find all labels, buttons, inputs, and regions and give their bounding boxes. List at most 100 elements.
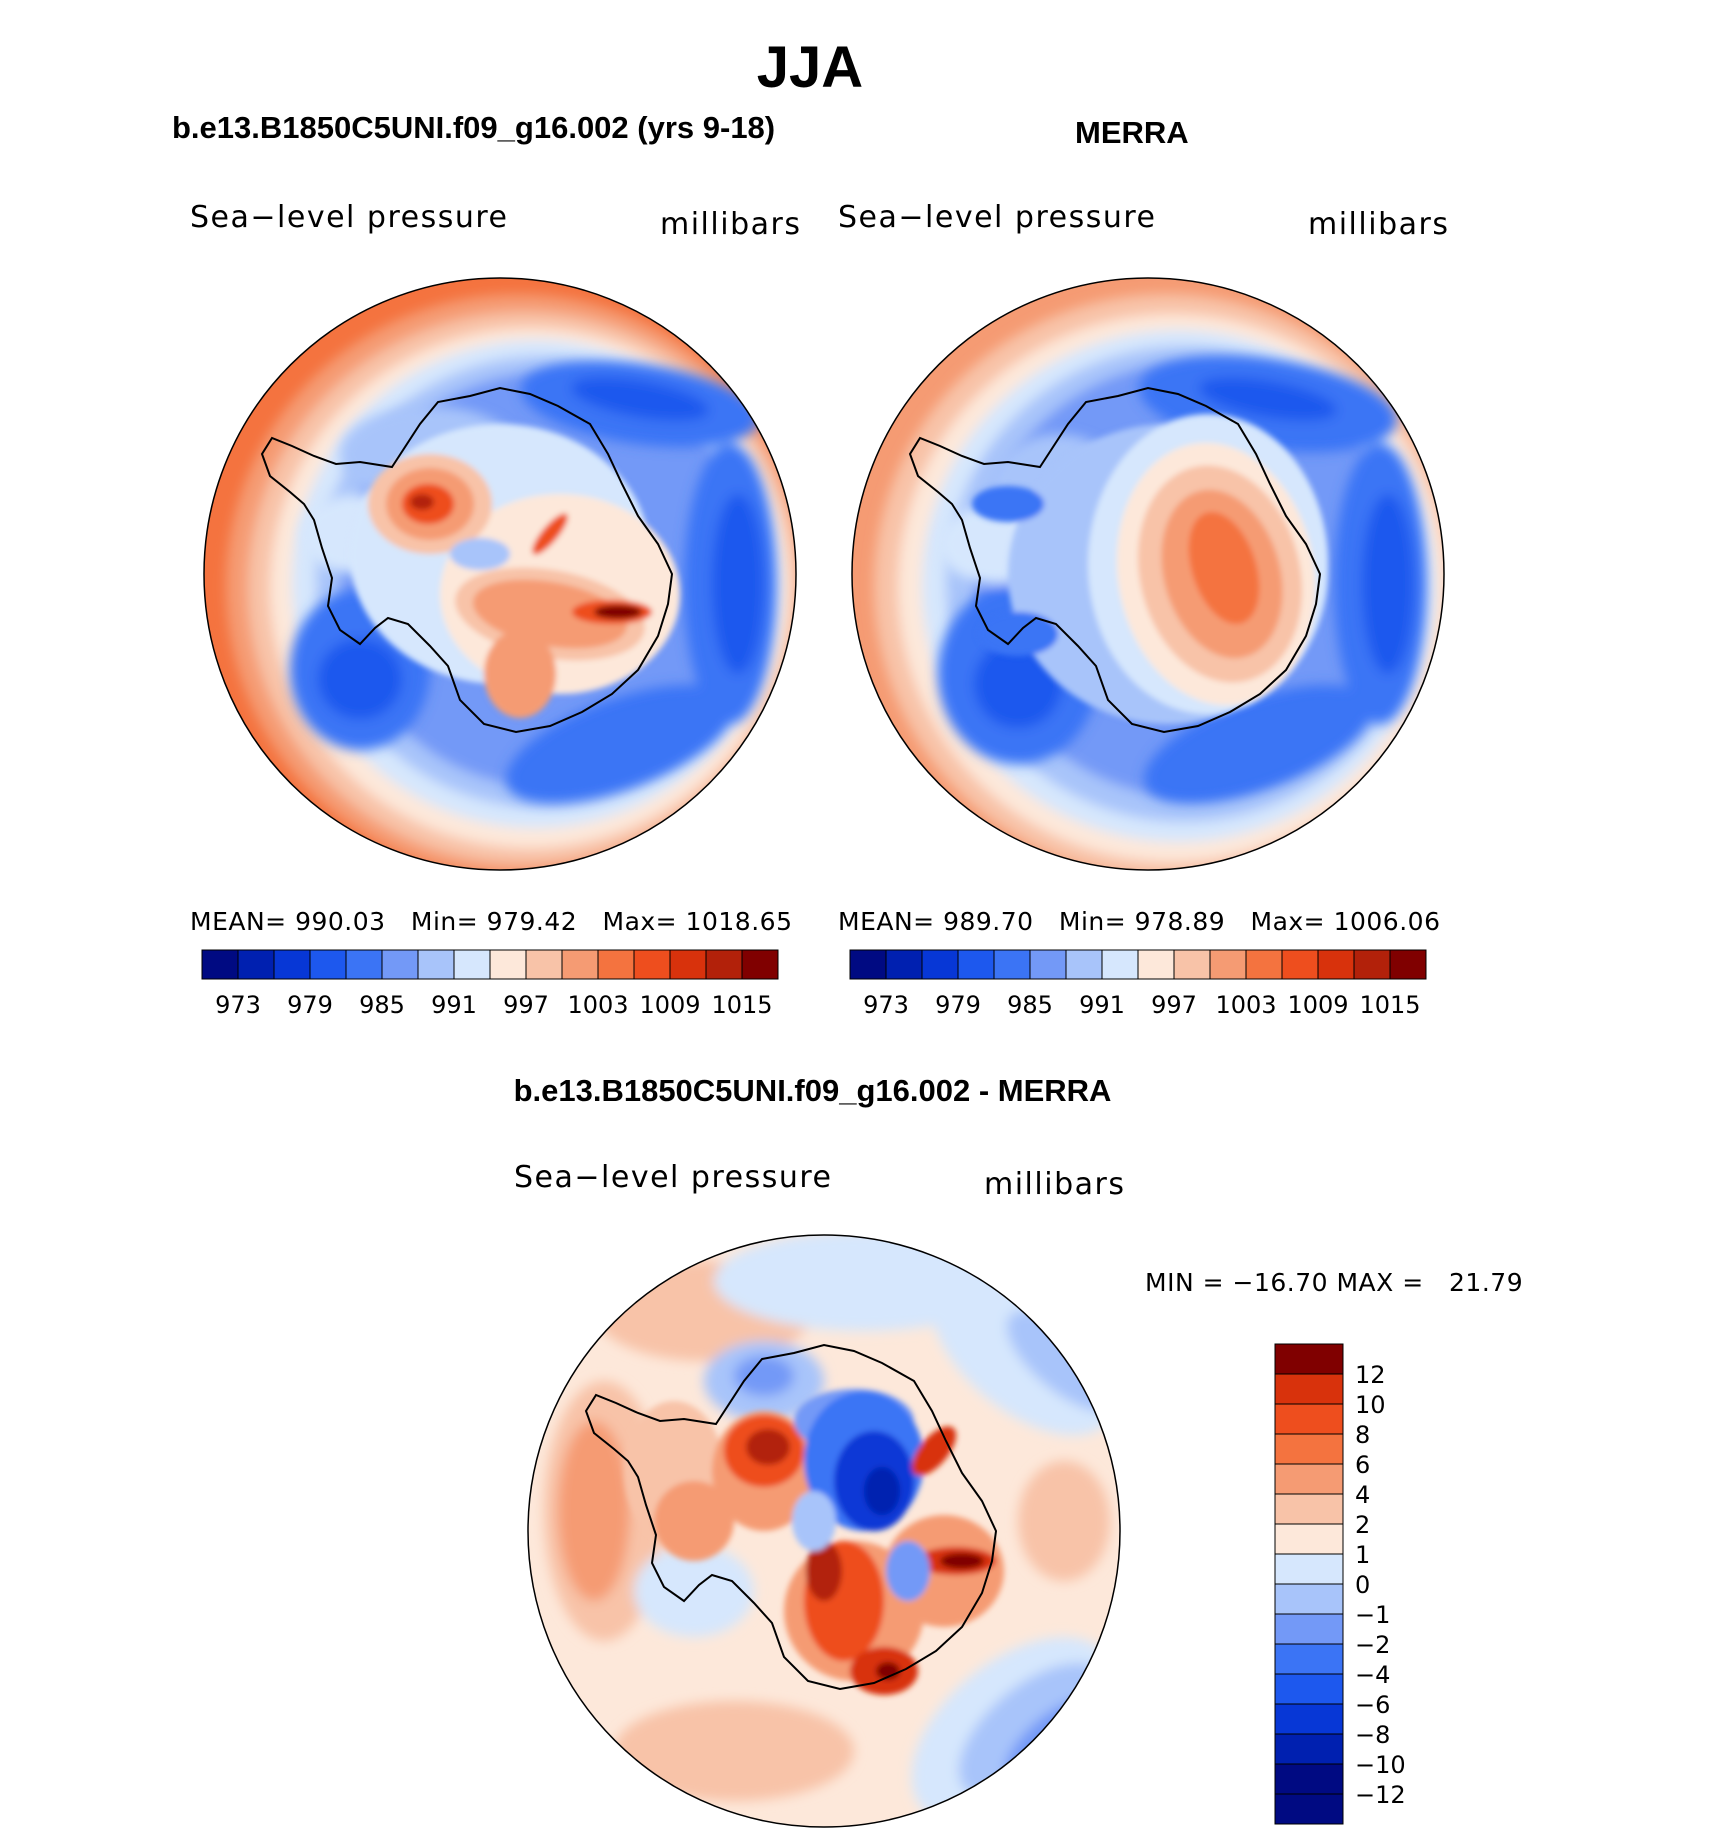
colorbar-box (1389, 949, 1427, 980)
colorbar-box (201, 949, 239, 980)
colorbar-tick-label: 1009 (639, 991, 700, 1019)
colorbar-box (1274, 1763, 1344, 1795)
colorbar-box (453, 949, 491, 980)
colorbar-tick-label: 1015 (1359, 991, 1420, 1019)
colorbar-tick-label: 991 (1079, 991, 1125, 1019)
map-panel-model (203, 277, 797, 871)
max-label: Max= (602, 907, 678, 936)
main-title: JJA (756, 35, 864, 100)
max-value: 1018.65 (685, 907, 793, 936)
colorbar-tick-label: 0 (1355, 1571, 1370, 1599)
min-label: MIN = (1145, 1268, 1225, 1297)
colorbar-tick-label: 1015 (711, 991, 772, 1019)
stats-difference: MIN = −16.70 MAX = 21.79 (1145, 1268, 1523, 1297)
colorbar-box (669, 949, 707, 980)
colorbar-box (1274, 1403, 1344, 1435)
colorbar-box (705, 949, 743, 980)
colorbar-tick-label: 1003 (1215, 991, 1276, 1019)
mean-label: MEAN= (190, 907, 287, 936)
colorbar-tick-label: 1 (1355, 1541, 1370, 1569)
colorbar-box (1274, 1463, 1344, 1495)
colorbar-tick-label: 8 (1355, 1421, 1370, 1449)
max-value: 1006.06 (1333, 907, 1441, 936)
mean-value: 990.03 (295, 907, 386, 936)
colorbar-box (1245, 949, 1283, 980)
colorbar-box (237, 949, 275, 980)
max-value: 21.79 (1449, 1268, 1524, 1297)
colorbar-tick-label: 2 (1355, 1511, 1370, 1539)
colorbar-box (345, 949, 383, 980)
colorbar-model: 973 979 985 991 997 1003 1009 1015 (201, 949, 779, 1019)
min-value: 978.89 (1134, 907, 1226, 936)
colorbar-tick-label: 991 (431, 991, 477, 1019)
max-label: MAX = (1336, 1268, 1424, 1297)
colorbar-tick-label: −4 (1355, 1661, 1390, 1689)
colorbar-box (1173, 949, 1211, 980)
colorbar-box (1274, 1523, 1344, 1555)
variable-label-merra: Sea−level pressure (838, 200, 1157, 235)
stats-model: MEAN= 990.03 Min= 979.42 Max= 1018.65 (190, 907, 792, 936)
colorbar-box (1274, 1703, 1344, 1735)
colorbar-tick-label: 10 (1355, 1391, 1386, 1419)
colorbar-merra: 973 979 985 991 997 1003 1009 1015 (849, 949, 1427, 1019)
colorbar-box (1274, 1673, 1344, 1705)
colorbar-tick-label: 1003 (567, 991, 628, 1019)
colorbar-box (885, 949, 923, 980)
units-label-model: millibars (660, 207, 802, 242)
colorbar-tick-label: 985 (1007, 991, 1053, 1019)
map-panel-merra (851, 277, 1445, 871)
panel-title-model: b.e13.B1850C5UNI.f09_g16.002 (yrs 9-18) (172, 110, 776, 145)
colorbar-box (597, 949, 635, 980)
map-panel-difference (527, 1234, 1121, 1828)
colorbar-tick-label: 973 (215, 991, 261, 1019)
colorbar-box (849, 949, 887, 980)
stats-merra: MEAN= 989.70 Min= 978.89 Max= 1006.06 (838, 907, 1440, 936)
colorbar-box (741, 949, 779, 980)
colorbar-tick-label: 985 (359, 991, 405, 1019)
colorbar-tick-label: 979 (287, 991, 333, 1019)
colorbar-box (957, 949, 995, 980)
colorbar-tick-label: −1 (1355, 1601, 1390, 1629)
mean-label: MEAN= (838, 907, 935, 936)
colorbar-box (993, 949, 1031, 980)
colorbar-tick-label: 12 (1355, 1361, 1386, 1389)
colorbar-tick-label: −8 (1355, 1721, 1390, 1749)
colorbar-box (489, 949, 527, 980)
variable-label-model: Sea−level pressure (190, 200, 509, 235)
colorbar-box (1353, 949, 1391, 980)
panel-title-merra: MERRA (1075, 115, 1189, 150)
colorbar-box (273, 949, 311, 980)
colorbar-box (1274, 1493, 1344, 1525)
colorbar-tick-label: −2 (1355, 1631, 1390, 1659)
min-value: −16.70 (1232, 1268, 1329, 1297)
colorbar-tick-label: 997 (503, 991, 549, 1019)
colorbar-box (1274, 1733, 1344, 1765)
colorbar-tick-label: 979 (935, 991, 981, 1019)
colorbar-box (1274, 1583, 1344, 1615)
colorbar-box (1274, 1343, 1344, 1375)
colorbar-box (1274, 1553, 1344, 1585)
units-label-merra: millibars (1308, 207, 1450, 242)
colorbar-box (309, 949, 347, 980)
colorbar-box (1281, 949, 1319, 980)
colorbar-box (1029, 949, 1067, 980)
min-label: Min= (410, 907, 479, 936)
min-label: Min= (1058, 907, 1127, 936)
colorbar-box (381, 949, 419, 980)
colorbar-box (633, 949, 671, 980)
colorbar-tick-label: −10 (1355, 1751, 1406, 1779)
colorbar-box (1274, 1793, 1344, 1825)
colorbar-tick-label: 973 (863, 991, 909, 1019)
colorbar-box (1274, 1613, 1344, 1645)
colorbar-box (1137, 949, 1175, 980)
colorbar-box (1101, 949, 1139, 980)
colorbar-tick-label: −6 (1355, 1691, 1390, 1719)
colorbar-box (1274, 1433, 1344, 1465)
colorbar-box (417, 949, 455, 980)
colorbar-box (561, 949, 599, 980)
max-label: Max= (1250, 907, 1326, 936)
variable-label-difference: Sea−level pressure (514, 1160, 833, 1195)
colorbar-box (1274, 1373, 1344, 1405)
